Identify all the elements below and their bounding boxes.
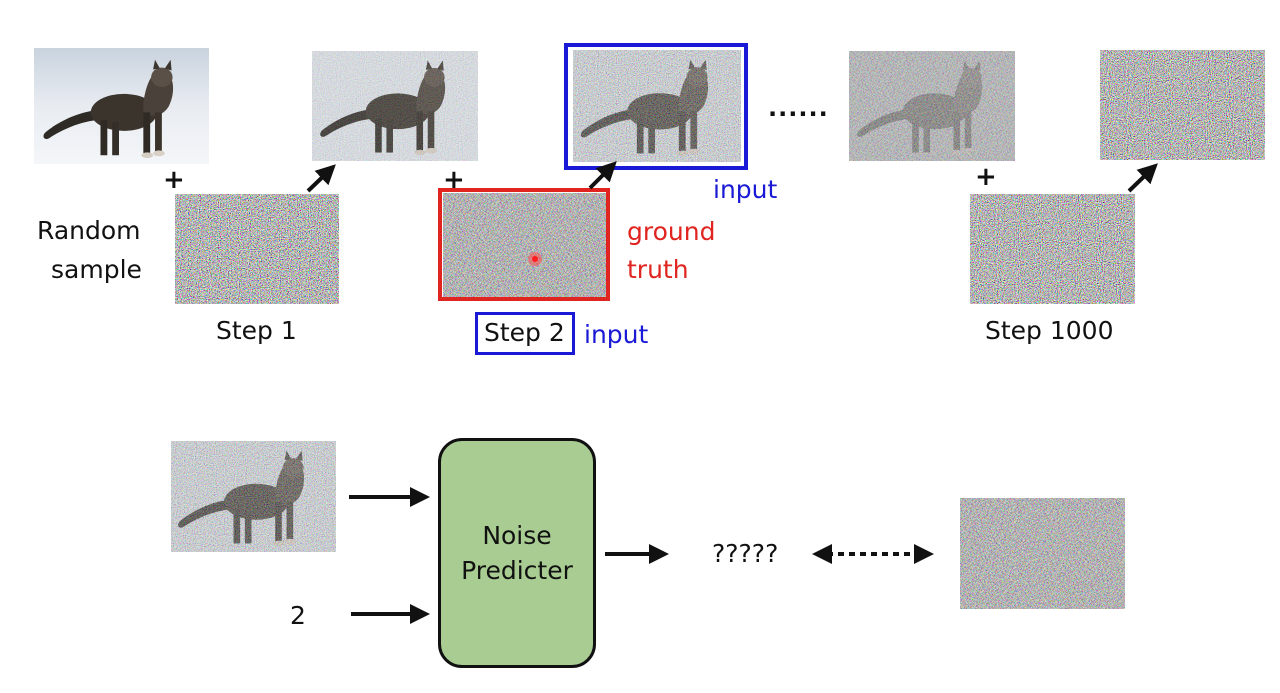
step1000-label: Step 1000 [985, 316, 1114, 345]
step1-noisy-cat-image [312, 51, 478, 161]
arrow-step2 [588, 161, 617, 190]
step2-noisy-image-highlight-box [564, 43, 748, 170]
random-sample-label-line1: Random [37, 216, 141, 245]
input-label-upper: input [713, 175, 778, 204]
noise-predictor-block: Noise Predicter [438, 438, 596, 668]
step1-noise-image [175, 194, 339, 304]
predictor-input-noisy-cat-image [171, 441, 336, 552]
predicted-output-label: ????? [712, 539, 779, 568]
step2-label: Step 2 [484, 318, 565, 347]
step1000-noise-image [970, 194, 1135, 304]
final-noise-image [1100, 50, 1265, 160]
late-step-noisy-cat-image [849, 51, 1015, 161]
ground-truth-noise-highlight-box [438, 188, 610, 301]
plus-sign-step2: + [443, 165, 465, 195]
arrow-step1 [306, 164, 336, 193]
plus-sign-step1000: + [975, 162, 997, 192]
plus-sign-step1: + [163, 165, 185, 195]
step-number-input-label: 2 [290, 601, 306, 630]
input-label-lower: input [584, 320, 649, 349]
noise-predictor-label-line2: Predicter [461, 556, 573, 585]
ground-truth-label-line2: truth [627, 255, 689, 284]
clean-cat-image [34, 48, 209, 164]
arrow-step1000 [1127, 163, 1158, 193]
step2-label-highlight-box [475, 312, 575, 355]
step1-label: Step 1 [216, 316, 297, 345]
step2-noise-image [443, 193, 607, 299]
random-sample-label-line2: sample [51, 255, 142, 284]
ellipsis-text: ...... [768, 94, 829, 122]
ground-truth-label-line1: ground [627, 217, 716, 246]
target-noise-image [960, 498, 1125, 609]
step2-noisy-cat-image [573, 50, 741, 162]
pointer-dot-icon [528, 252, 542, 266]
noise-predictor-label-line1: Noise [482, 521, 552, 550]
